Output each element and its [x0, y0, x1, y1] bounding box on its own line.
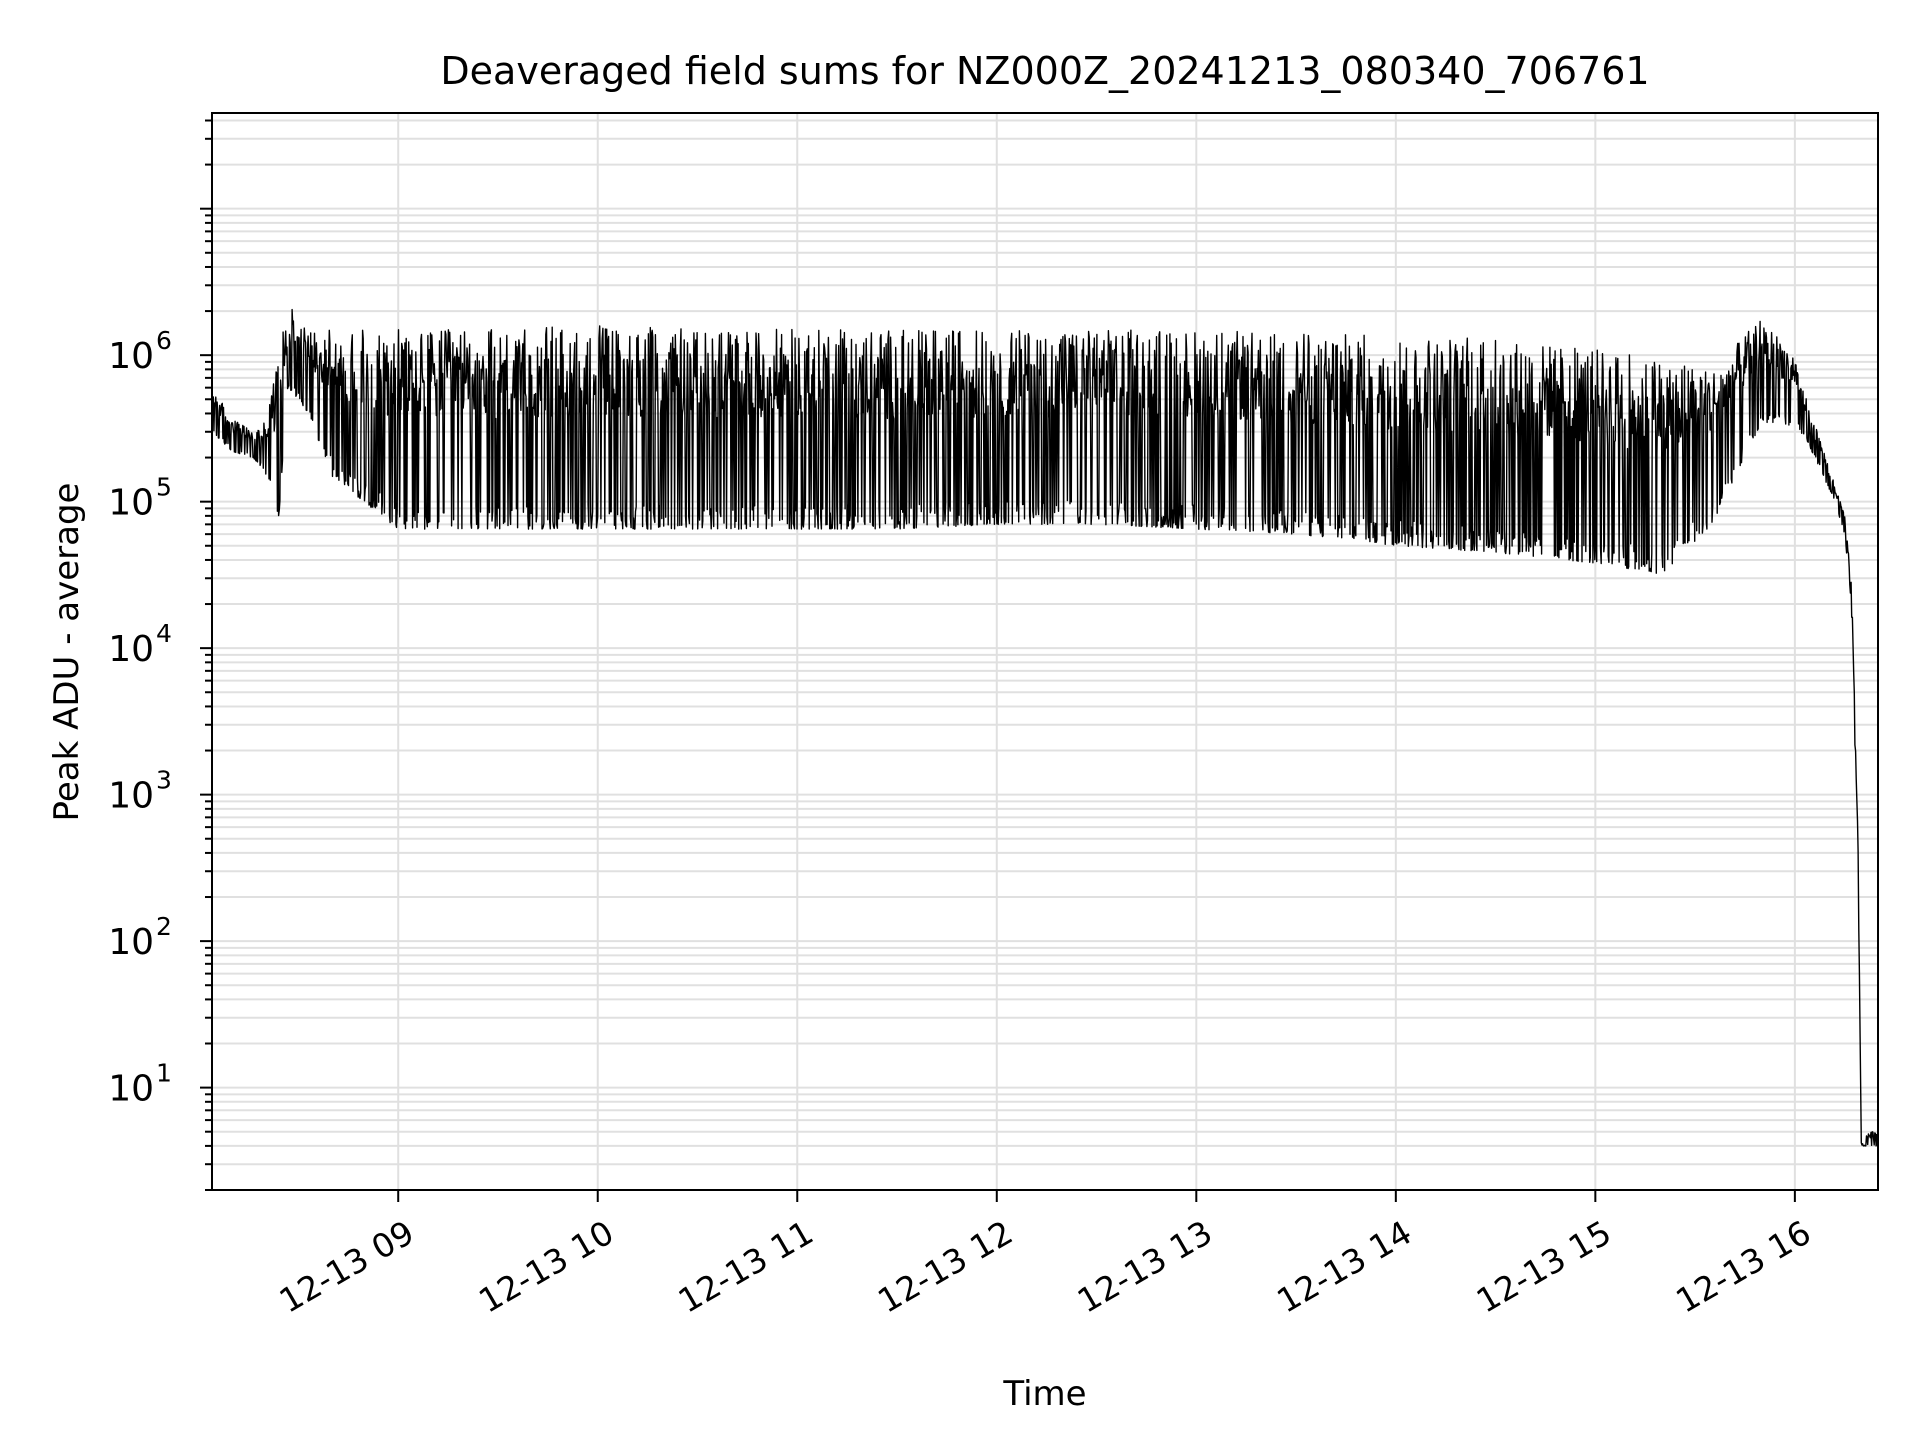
- y-tick-label-base: 10: [108, 629, 154, 670]
- y-tick-label-base: 10: [108, 1069, 154, 1110]
- y-tick-label-base: 10: [108, 922, 154, 963]
- grid-lines: [212, 113, 1878, 1191]
- y-tick-label: 10: [108, 483, 154, 524]
- y-tick-label: 10: [108, 1069, 154, 1110]
- y-tick-label-exponent: 6: [156, 326, 172, 355]
- y-tick-label-exponent: 4: [156, 619, 172, 648]
- data-series: [211, 308, 1879, 1147]
- y-tick-label: 10: [108, 629, 154, 670]
- y-tick-label-exponent: 1: [156, 1059, 172, 1088]
- y-tick-label-base: 10: [108, 336, 154, 377]
- y-tick-label-exponent: 3: [156, 766, 172, 795]
- y-tick-label: 10: [108, 922, 154, 963]
- x-axis-label: Time: [1002, 1374, 1086, 1414]
- y-tick-label-base: 10: [108, 776, 154, 817]
- chart-title: Deaveraged field sums for NZ000Z_2024121…: [440, 49, 1649, 93]
- series-line: [211, 308, 1879, 1147]
- y-axis-label: Peak ADU - average: [47, 483, 87, 822]
- y-tick-label: 10: [108, 336, 154, 377]
- y-tick-label-exponent: 5: [156, 473, 172, 502]
- y-tick-label-exponent: 2: [156, 912, 172, 941]
- y-tick-label: 10: [108, 776, 154, 817]
- y-tick-label-base: 10: [108, 483, 154, 524]
- plot-frame: [211, 112, 1879, 1191]
